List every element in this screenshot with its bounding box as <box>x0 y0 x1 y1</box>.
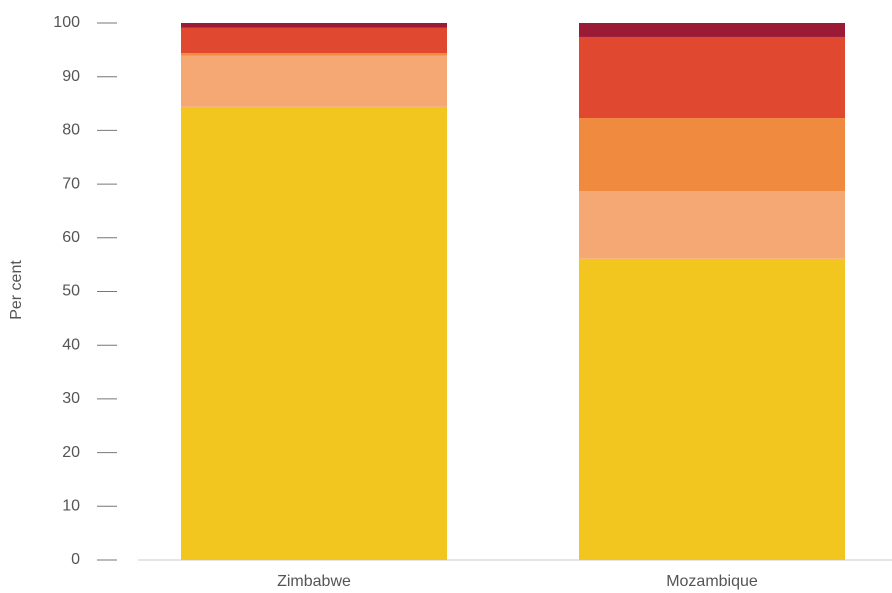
y-tick-label: 10 <box>62 498 80 515</box>
y-axis-label: Per cent <box>8 260 25 320</box>
bar-segment <box>579 258 845 560</box>
bar-segment <box>181 53 447 56</box>
x-tick-label: Mozambique <box>666 573 758 590</box>
y-tick-label: 100 <box>53 14 80 31</box>
bar-segment <box>579 36 845 119</box>
bar-segment <box>181 27 447 54</box>
bar-segment <box>579 23 845 37</box>
y-tick-label: 20 <box>62 444 80 461</box>
y-tick-label: 60 <box>62 229 80 246</box>
bar-segment <box>181 55 447 107</box>
y-tick-label: 40 <box>62 336 80 353</box>
y-tick-label: 80 <box>62 122 80 139</box>
bar-segment <box>579 191 845 259</box>
bar-segment <box>181 106 447 560</box>
y-tick-label: 30 <box>62 390 80 407</box>
y-tick-label: 90 <box>62 68 80 85</box>
x-tick-label: Zimbabwe <box>277 573 351 590</box>
bar-segment <box>579 118 845 192</box>
y-tick-label: 70 <box>62 175 80 192</box>
bar-segment <box>181 23 447 28</box>
y-tick-label: 0 <box>71 551 80 568</box>
y-tick-label: 50 <box>62 283 80 300</box>
